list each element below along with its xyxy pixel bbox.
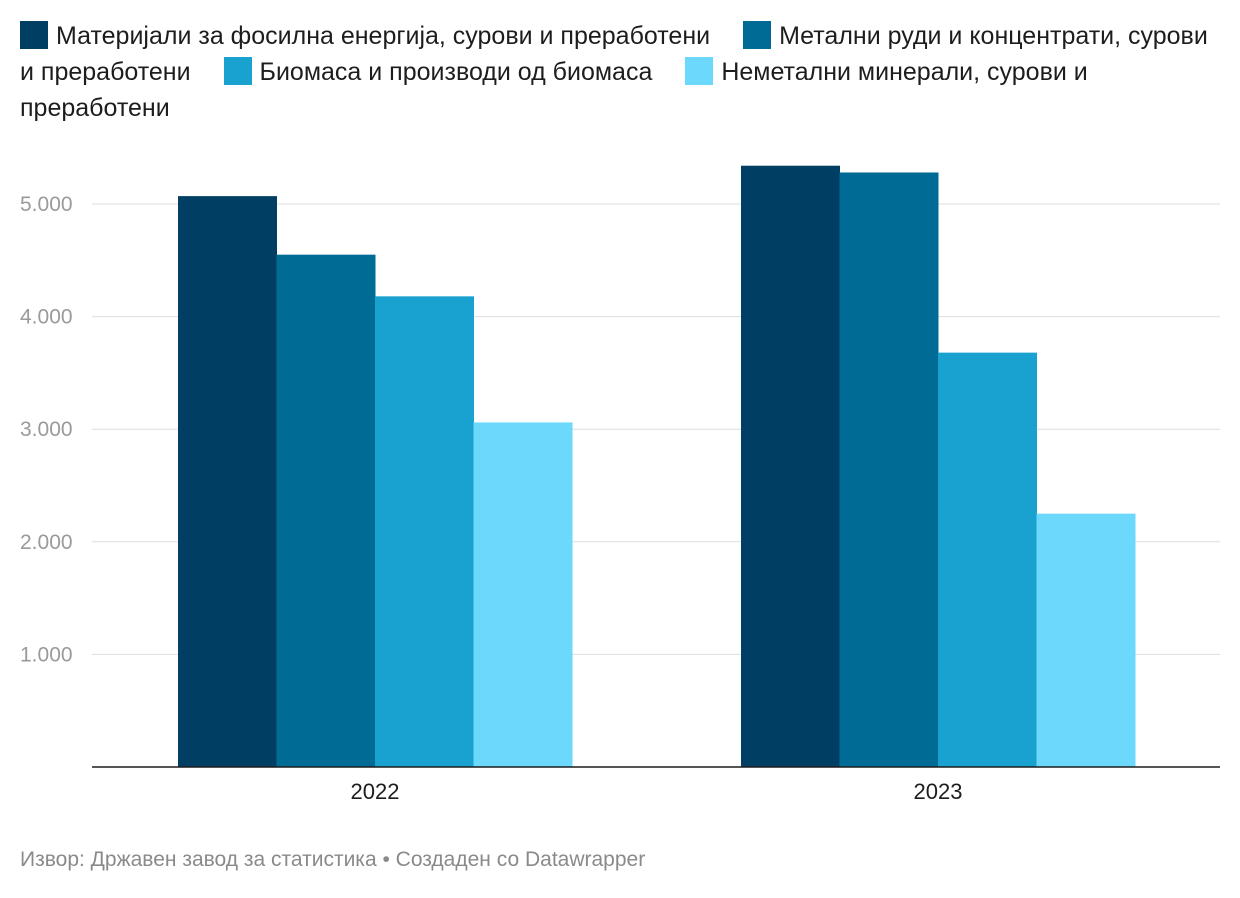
legend: Материјали за фосилна енергија, сурови и… xyxy=(20,18,1220,126)
source-footer: Извор: Државен завод за статистика • Соз… xyxy=(20,848,646,871)
bar xyxy=(276,254,376,768)
x-category-label: 2022 xyxy=(351,779,400,804)
y-tick-label: 1.000 xyxy=(20,643,73,666)
legend-item: Метални руди и концентрати, сурови и пре… xyxy=(20,21,1208,86)
bar xyxy=(473,422,573,767)
legend-label: Материјали за фосилна енергија, сурови и… xyxy=(56,22,711,50)
bar xyxy=(839,172,939,768)
legend-item: Материјали за фосилна енергија, сурови и… xyxy=(20,21,711,50)
y-tick-label: 3.000 xyxy=(20,418,73,441)
bar xyxy=(1036,513,1136,767)
legend-swatch xyxy=(743,21,772,49)
legend-swatch xyxy=(223,57,252,85)
legend-swatch xyxy=(20,21,48,49)
y-tick-label: 2.000 xyxy=(20,531,73,554)
bar-chart: 1.000 2.000 3.000 4.000 5.000 2022 2023 xyxy=(20,165,1220,804)
legend-item: Биомаса и производи од биомаса xyxy=(223,57,653,86)
legend-label: Метални руди и концентрати, сурови и пре… xyxy=(20,22,1208,86)
bar xyxy=(178,196,277,768)
legend-label: Биомаса и производи од биомаса xyxy=(259,58,653,86)
y-tick-label: 5.000 xyxy=(20,193,73,216)
legend-item: Неметални минерали, сурови и преработени xyxy=(20,57,1088,122)
bar xyxy=(375,296,474,767)
legend-swatch xyxy=(685,57,714,85)
x-category-label: 2023 xyxy=(914,779,963,804)
bar xyxy=(741,165,840,767)
legend-label: Неметални минерали, сурови и преработени xyxy=(20,58,1088,122)
y-tick-label: 4.000 xyxy=(20,306,73,329)
bar xyxy=(938,352,1037,767)
